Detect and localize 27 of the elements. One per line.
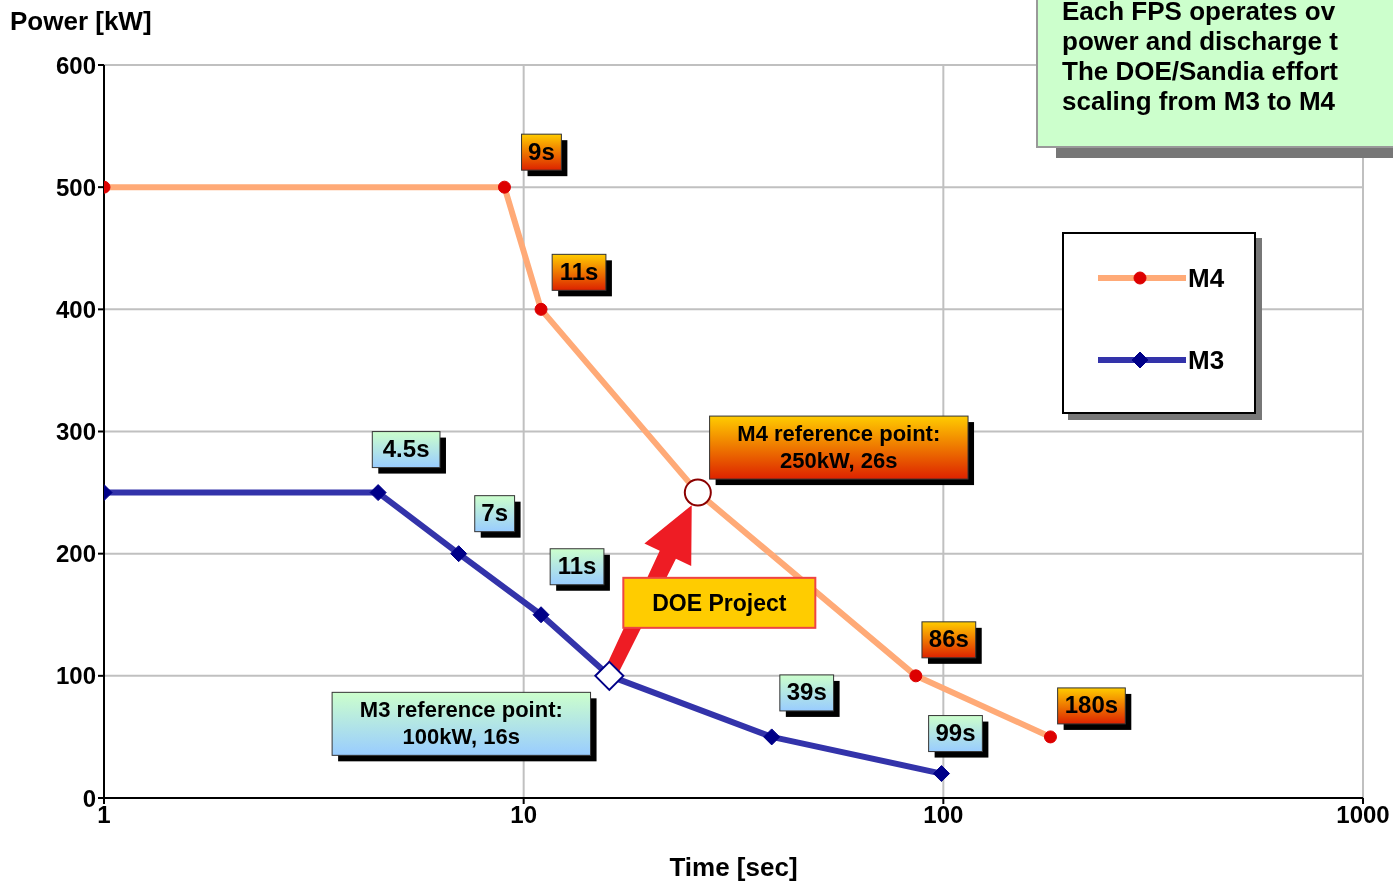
x-tick-label: 10	[510, 801, 538, 829]
y-tick-label: 0	[82, 784, 96, 812]
y-tick-label: 500	[55, 173, 96, 201]
y-tick-label: 300	[55, 418, 96, 446]
y-tick-label: 200	[55, 540, 96, 568]
y-tick-label: 600	[55, 51, 96, 79]
x-tick-label: 1000	[1336, 801, 1390, 829]
annotation: 7s	[481, 499, 509, 527]
annotation: 4.5s	[382, 435, 430, 463]
annotation: 180s	[1064, 691, 1119, 719]
annotation: 86s	[928, 625, 969, 653]
x-axis-title: Time [sec]	[669, 852, 798, 882]
y-tick-label: 100	[55, 662, 96, 690]
y-tick-label: 400	[55, 295, 96, 323]
x-tick-label: 100	[923, 801, 964, 829]
legend-label: M4	[1188, 262, 1225, 294]
annotation: 11s	[559, 257, 599, 285]
annotation: 39s	[786, 678, 827, 706]
y-axis-title: Power [kW]	[10, 6, 152, 37]
annotation: M4 reference point: 250kW, 26s	[737, 420, 941, 474]
annotation: 99s	[935, 719, 976, 747]
legend-label: M3	[1188, 344, 1225, 376]
annotation: 9s	[528, 137, 555, 165]
annotation: DOE Project	[652, 589, 787, 616]
x-tick-label: 1	[97, 801, 111, 829]
annotation: M3 reference point: 100kW, 16s	[359, 696, 563, 750]
annotation: 11s	[557, 552, 597, 580]
